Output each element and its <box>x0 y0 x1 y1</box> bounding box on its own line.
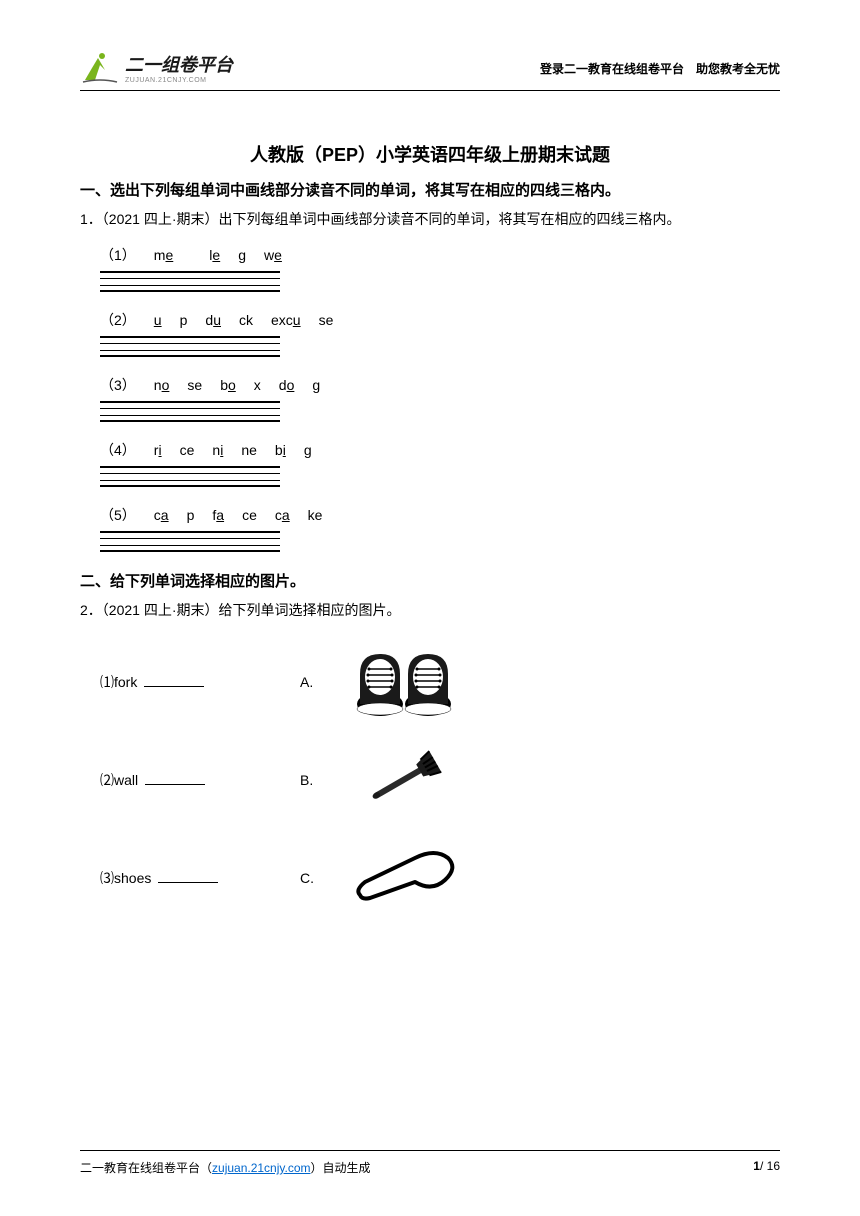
question1-text: 1．（2021 四上·期末）出下列每组单词中画线部分读音不同的单词，将其写在相应… <box>80 208 780 230</box>
section1-header: 一、选出下列每组单词中画线部分读音不同的单词，将其写在相应的四线三格内。 <box>80 179 780 200</box>
answer-blank[interactable] <box>144 686 204 687</box>
match-word: ⑴fork <box>100 672 300 692</box>
word: nine <box>212 442 257 458</box>
section2-header: 二、给下列单词选择相应的图片。 <box>80 570 780 591</box>
section2-items: ⑴fork A.⑵wall B.⑶shoes C. <box>80 637 780 923</box>
sub-question-row: （3） nose box dog <box>100 375 780 395</box>
footer-link[interactable]: zujuan.21cnjy.com <box>212 1161 311 1175</box>
logo-text: 二一组卷平台 <box>125 51 233 77</box>
logo-text-wrap: 二一组卷平台 ZUJUAN.21CNJY.COM <box>125 51 233 84</box>
word: box <box>220 377 261 393</box>
word: big <box>275 442 312 458</box>
word: cake <box>275 507 323 523</box>
sub-question-row: （1） me leg we <box>100 245 780 265</box>
footer-suffix: ）自动生成 <box>311 1161 371 1175</box>
writing-lines[interactable] <box>100 271 280 292</box>
writing-lines[interactable] <box>100 466 280 487</box>
match-image-spoon <box>340 835 470 920</box>
footer: 二一教育在线组卷平台（zujuan.21cnjy.com）自动生成 1/ 16 <box>80 1159 780 1176</box>
page-current: 1 <box>753 1159 760 1173</box>
sub-num: （2） <box>100 312 136 328</box>
logo-icon <box>80 50 120 85</box>
match-letter: A. <box>300 674 340 690</box>
page-total: / 16 <box>760 1159 780 1173</box>
sub-num: （1） <box>100 247 136 263</box>
logo-section: 二一组卷平台 ZUJUAN.21CNJY.COM <box>80 50 233 85</box>
footer-divider <box>80 1150 780 1151</box>
header-divider <box>80 90 780 91</box>
match-row: ⑶shoes C. <box>100 833 780 923</box>
word: up <box>154 312 188 328</box>
match-row: ⑵wall B. <box>100 735 780 825</box>
answer-blank[interactable] <box>158 882 218 883</box>
match-image-shoes <box>340 639 470 724</box>
writing-lines[interactable] <box>100 531 280 552</box>
writing-lines[interactable] <box>100 336 280 357</box>
footer-page: 1/ 16 <box>753 1159 780 1176</box>
answer-blank[interactable] <box>145 784 205 785</box>
word: rice <box>154 442 195 458</box>
logo-subtitle: ZUJUAN.21CNJY.COM <box>125 77 233 84</box>
header-right-text: 登录二一教育在线组卷平台 助您教考全无忧 <box>540 60 780 77</box>
footer-left: 二一教育在线组卷平台（zujuan.21cnjy.com）自动生成 <box>80 1159 371 1176</box>
word: excuse <box>271 312 333 328</box>
writing-lines[interactable] <box>100 401 280 422</box>
word: dog <box>279 377 320 393</box>
header: 二一组卷平台 ZUJUAN.21CNJY.COM 登录二一教育在线组卷平台 助您… <box>80 50 780 85</box>
word: face <box>212 507 256 523</box>
sub-num: （4） <box>100 442 136 458</box>
footer-prefix: 二一教育在线组卷平台（ <box>80 1161 212 1175</box>
word: duck <box>205 312 253 328</box>
sub-question-row: （2） up duck excuse <box>100 310 780 330</box>
sub-num: （3） <box>100 377 136 393</box>
word: me <box>154 247 191 263</box>
sub-num: （5） <box>100 507 136 523</box>
match-word: ⑶shoes <box>100 868 300 888</box>
sub-question-row: （4） rice nine big <box>100 440 780 460</box>
sub-question-row: （5） cap face cake <box>100 505 780 525</box>
match-word: ⑵wall <box>100 770 300 790</box>
match-letter: C. <box>300 870 340 886</box>
match-row: ⑴fork A. <box>100 637 780 727</box>
question2-text: 2．（2021 四上·期末）给下列单词选择相应的图片。 <box>80 599 780 621</box>
match-letter: B. <box>300 772 340 788</box>
word: leg <box>209 247 246 263</box>
word: we <box>264 247 300 263</box>
word: nose <box>154 377 202 393</box>
word: cap <box>154 507 195 523</box>
page-title: 人教版（PEP）小学英语四年级上册期末试题 <box>80 141 780 167</box>
section1-items: （1） me leg we （2） up duck excuse （3） nose box dog （4… <box>80 245 780 552</box>
match-image-fork <box>340 737 470 822</box>
